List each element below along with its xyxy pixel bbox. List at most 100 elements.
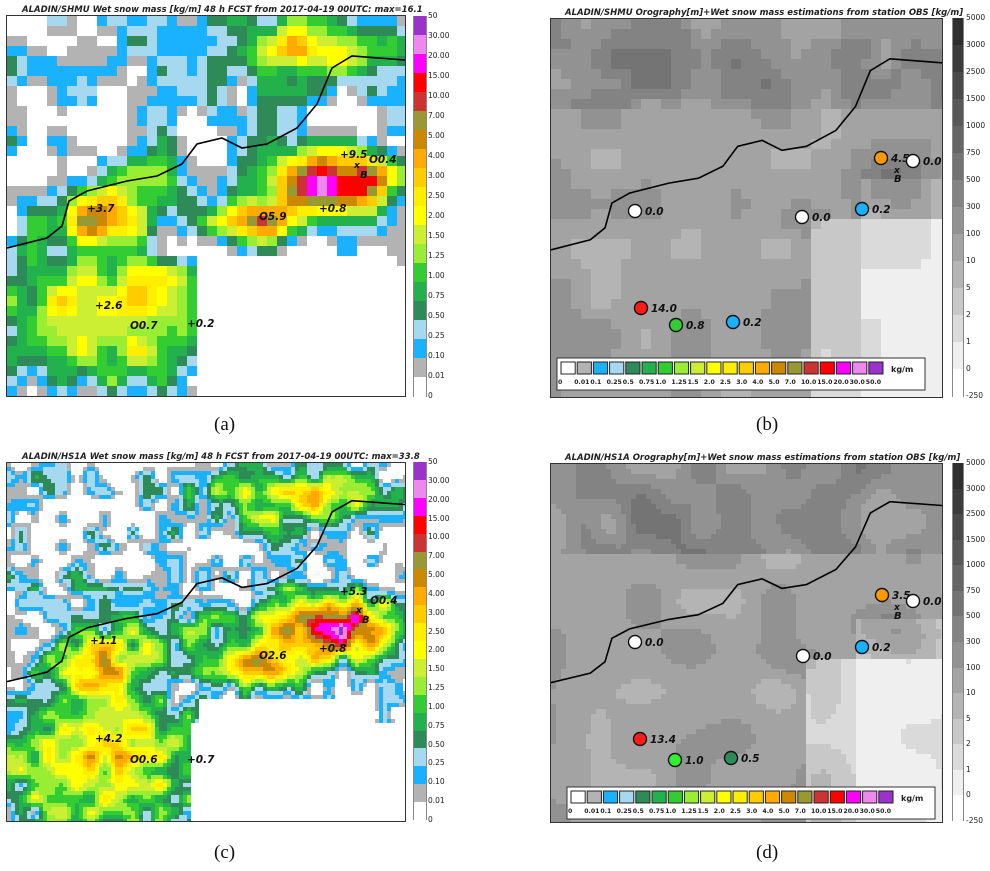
colorbar-segment [413, 92, 427, 112]
panel-b-caption: (b) [756, 414, 779, 435]
colorbar-label: 0 [428, 391, 433, 400]
colorbar-label: 2.00 [428, 645, 445, 655]
panel-c-colorbar [413, 462, 427, 821]
colorbar-segment [952, 180, 964, 208]
legend-label: 7.0 [795, 808, 807, 815]
colorbar-label: 0 [966, 790, 971, 800]
legend-swatch [732, 790, 748, 804]
station-value: 0.0 [645, 637, 664, 649]
station-marker [854, 201, 870, 217]
colorbar-label: 1 [966, 764, 971, 774]
station-value: 0.2 [872, 204, 891, 216]
colorbar-label: 0.01 [428, 371, 445, 380]
colorbar-segment [413, 515, 427, 535]
legend-label: 1.0 [665, 808, 677, 815]
station-value: 14.0 [651, 303, 677, 315]
station-marker [725, 314, 741, 330]
colorbar-label: 500 [966, 611, 981, 621]
colorbar-label: 10 [966, 256, 976, 265]
legend-label: 10.0 [811, 808, 827, 815]
colorbar-segment [952, 514, 964, 541]
station-marker [873, 150, 889, 166]
legend-label: 2.5 [720, 379, 731, 386]
point-label-b: B [894, 611, 902, 622]
legend-label: 2.0 [714, 808, 726, 815]
colorbar-label: 5 [966, 283, 971, 292]
colorbar-segment [413, 54, 427, 74]
colorbar-label: -250 [966, 391, 984, 400]
colorbar-segment [413, 358, 427, 378]
legend-label: 5.0 [769, 379, 781, 386]
colorbar-segment [413, 802, 427, 821]
colorbar-segment [413, 766, 427, 785]
colorbar-label: 1000 [966, 121, 986, 130]
legend-swatch [781, 790, 797, 804]
colorbar-label: 10 [966, 688, 976, 698]
colorbar-label: 0.10 [428, 777, 445, 787]
snow-map-a: +9.5 O0.4 +3.7 O5.9 +0.8 +2.6 O0.7 +0.2 xB [7, 16, 405, 396]
colorbar-label: 1.25 [428, 683, 445, 693]
colorbar-segment [413, 339, 427, 359]
legend-swatch [787, 361, 803, 375]
station-label: O0.4 [370, 595, 398, 607]
legend-label: 10.0 [801, 379, 817, 386]
legend-label: 30.0 [850, 379, 866, 386]
panel-b-map: 4.5 0.0 0.0 0.0 0.2 14.0 0.8 0.2 x B 0 0.01 0.1 0.25 0… [550, 18, 943, 398]
panel-c-title: ALADIN/HS1A Wet snow mass [kg/m] 48 h FC… [22, 452, 420, 462]
station-marker [795, 648, 811, 664]
colorbar-segment [413, 587, 427, 606]
snow-map-c: +5.3O0.4 +1.1 O2.6 +0.8 +4.2 O0.6 +0.7 xB [7, 463, 405, 821]
colorbar-label: 5000 [966, 458, 986, 467]
point-label-b: B [894, 174, 902, 185]
orography-field [551, 19, 942, 397]
station-value: 0.2 [872, 642, 891, 654]
panel-d-colorbar [952, 463, 964, 822]
legend-label: 2.5 [730, 808, 741, 815]
station-value: 0.0 [813, 651, 832, 663]
colorbar-label: 0 [428, 815, 433, 824]
colorbar-segment [952, 769, 964, 796]
legend-label: 1.5 [688, 379, 699, 386]
snow-mass-legend: 0 0.01 0.1 0.25 0.5 0.75 1.0 1.25 1.5 2.0 2.5 3.0 4.… [566, 786, 936, 820]
colorbar-label: 500 [966, 175, 981, 184]
legend-swatch [667, 790, 683, 804]
legend-label: 0.1 [590, 379, 601, 386]
legend-label: 20.0 [843, 808, 859, 815]
colorbar-label: 2.50 [428, 191, 445, 200]
colorbar-label: 750 [966, 585, 981, 595]
colorbar-segment [952, 693, 964, 720]
legend-swatch [797, 790, 813, 804]
panel-a-colorbar [413, 16, 427, 397]
colorbar-segment [952, 565, 964, 592]
legend-swatch [570, 790, 586, 804]
colorbar-segment [952, 18, 964, 46]
colorbar-label: 3000 [966, 40, 986, 49]
legend-swatch [819, 361, 835, 375]
colorbar-label: 5000 [966, 13, 986, 22]
legend-swatch [835, 361, 852, 375]
legend-swatch [602, 790, 619, 804]
legend-label: 1.25 [681, 808, 696, 815]
colorbar-segment [413, 244, 427, 264]
colorbar-segment [413, 149, 427, 169]
legend-swatch [683, 790, 700, 804]
point-marker-x: x [353, 161, 361, 171]
colorbar-label: 0.25 [428, 758, 445, 768]
colorbar-label: 0.50 [428, 739, 445, 749]
legend-swatch [813, 790, 829, 804]
legend-swatch [592, 361, 609, 375]
legend-swatch [641, 361, 657, 375]
legend-unit: kg/m [891, 365, 913, 374]
colorbar-label: 10.00 [428, 91, 450, 100]
colorbar-label: 3000 [966, 483, 986, 493]
colorbar-segment [413, 73, 427, 93]
station-value: 0.5 [741, 753, 760, 765]
legend-swatch [700, 790, 716, 804]
panel-b-title: ALADIN/SHMU Orography[m]+Wet snow mass e… [565, 8, 964, 18]
snow-field [7, 463, 405, 821]
colorbar-segment [413, 111, 427, 131]
legend-swatch [852, 361, 868, 375]
colorbar-label: 20.00 [428, 494, 450, 504]
station-label: +0.8 [319, 203, 346, 215]
